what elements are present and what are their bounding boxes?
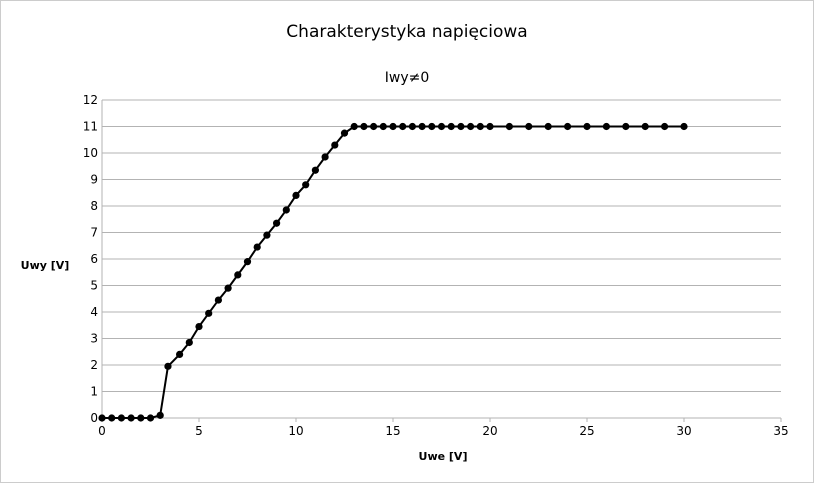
data-point — [457, 122, 465, 131]
data-point — [360, 122, 368, 131]
data-point — [583, 122, 591, 131]
data-point — [302, 181, 310, 189]
data-point — [108, 414, 116, 422]
y-tick-label: 5 — [90, 279, 98, 293]
x-tick-label: 35 — [773, 424, 788, 438]
x-tick-label: 10 — [288, 424, 303, 438]
data-point — [263, 231, 271, 239]
data-point — [98, 414, 106, 422]
data-point — [205, 309, 213, 317]
data-point — [564, 122, 572, 131]
data-point — [418, 122, 426, 131]
data-point — [399, 122, 407, 131]
data-point — [340, 129, 349, 137]
data-point — [224, 284, 232, 292]
data-point — [680, 122, 688, 131]
data-series — [98, 122, 688, 422]
data-point — [137, 414, 145, 422]
y-tick-label: 1 — [90, 385, 98, 399]
data-point — [370, 122, 378, 131]
y-tick-label: 3 — [90, 332, 98, 346]
data-point — [350, 122, 358, 131]
data-point — [602, 122, 611, 131]
y-tick-label: 7 — [90, 226, 98, 240]
y-tick-label: 10 — [83, 146, 98, 160]
data-point — [253, 243, 261, 251]
data-point — [311, 166, 319, 174]
data-point — [525, 122, 533, 131]
data-point — [331, 141, 339, 149]
data-point — [146, 414, 155, 422]
y-axis-label: Uwy [V] — [21, 259, 70, 272]
data-point — [428, 122, 436, 131]
data-point — [389, 122, 397, 131]
data-point — [641, 122, 649, 131]
y-tick-label: 8 — [90, 199, 98, 213]
data-point — [185, 338, 193, 347]
data-point — [447, 122, 455, 131]
data-point — [622, 122, 630, 131]
data-point — [661, 122, 669, 131]
data-point — [505, 122, 513, 131]
y-tick-label: 0 — [90, 411, 98, 425]
data-point — [176, 350, 184, 358]
y-tick-label: 11 — [83, 120, 98, 134]
y-tick-label: 2 — [90, 358, 98, 372]
y-tick-label: 6 — [90, 252, 98, 266]
x-tick-label: 30 — [676, 424, 691, 438]
chart-title: Charakterystyka napięciowa — [286, 22, 527, 42]
y-tick-label: 9 — [90, 173, 98, 187]
data-point — [292, 191, 300, 199]
data-point — [321, 153, 329, 161]
data-point — [467, 122, 475, 131]
axes — [101, 100, 782, 422]
data-point — [127, 414, 135, 422]
data-point — [234, 271, 242, 279]
series-line — [102, 125, 684, 419]
data-point — [476, 122, 484, 131]
x-tick-label: 15 — [385, 424, 400, 438]
x-tick-label: 25 — [579, 424, 594, 438]
data-point — [273, 219, 281, 227]
data-point — [408, 122, 416, 131]
data-point — [117, 414, 125, 422]
x-axis-label: Uwe [V] — [419, 450, 468, 463]
data-point — [379, 122, 387, 131]
data-point — [195, 322, 203, 331]
data-point — [486, 122, 494, 131]
x-tick-label: 20 — [482, 424, 497, 438]
x-tick-label: 0 — [98, 424, 106, 438]
data-point — [437, 122, 446, 131]
data-point — [282, 206, 290, 214]
grid-lines — [102, 99, 781, 419]
y-tick-label: 4 — [90, 305, 98, 319]
x-tick-label: 5 — [195, 424, 203, 438]
chart-subtitle: Iwy≠0 — [385, 70, 430, 86]
y-tick-label: 12 — [83, 93, 98, 107]
data-point — [164, 362, 172, 370]
data-point — [214, 296, 222, 304]
data-point — [544, 122, 552, 131]
data-point — [156, 411, 164, 419]
data-point — [243, 258, 252, 266]
